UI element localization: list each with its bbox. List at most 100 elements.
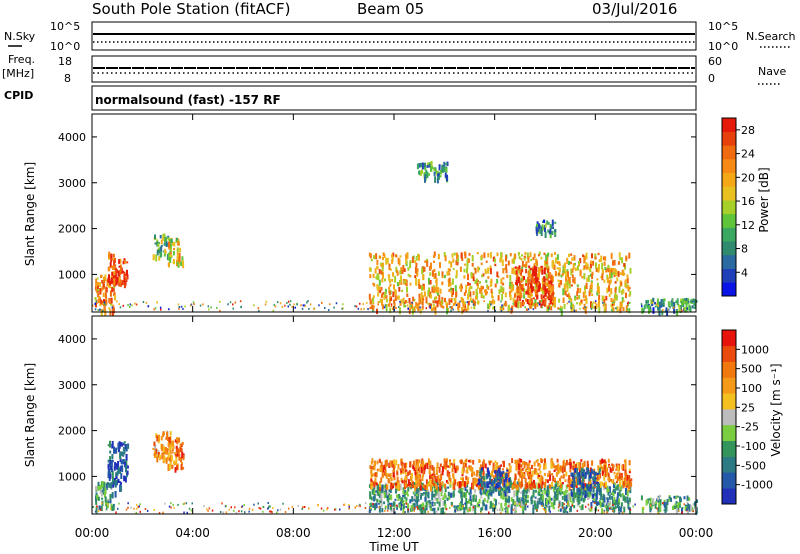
echo-cell [466, 301, 468, 304]
echo-cell [381, 278, 384, 283]
echo-cell [584, 474, 587, 479]
echo-cell [554, 494, 557, 499]
echo-cell [664, 506, 667, 514]
echo-cell [683, 300, 686, 304]
echo-cell [169, 443, 172, 449]
echo-cell [518, 471, 521, 476]
echo-cell [379, 290, 382, 294]
echo-cell [404, 301, 406, 304]
echo-cell [542, 295, 545, 299]
echo-cell [678, 502, 681, 505]
echo-cell [514, 482, 517, 488]
echo-cell [168, 505, 171, 508]
echo-cell [525, 261, 528, 268]
echo-cell [544, 260, 547, 266]
echo-cell [101, 502, 103, 505]
echo-cell [628, 497, 631, 503]
echo-cell [436, 300, 439, 308]
echo-cell [431, 166, 434, 170]
echo-cell [630, 478, 633, 482]
echo-cell [486, 491, 489, 497]
echo-cell [99, 508, 102, 511]
echo-cell [655, 500, 658, 505]
echo-cell [678, 501, 681, 508]
echo-cell [520, 484, 523, 487]
echo-cell [554, 270, 557, 277]
echo-cell [385, 505, 387, 508]
echo-cell [532, 297, 535, 300]
echo-cell [592, 497, 595, 501]
echo-cell [591, 253, 593, 259]
echo-cell [367, 510, 370, 513]
echo-cell [446, 497, 449, 501]
echo-cell [521, 288, 524, 292]
echo-cell [571, 481, 574, 488]
echo-cell [551, 260, 554, 268]
echo-cell [172, 440, 175, 447]
echo-cell [450, 290, 453, 294]
echo-cell [99, 484, 101, 490]
echo-cell [550, 306, 553, 311]
echo-cell [641, 305, 643, 308]
echo-cell [452, 490, 455, 498]
echo-cell [488, 489, 491, 496]
echo-cell [535, 290, 538, 294]
echo-cell [452, 308, 454, 311]
echo-cell [179, 247, 182, 253]
echo-cell [687, 503, 689, 506]
echo-cell [433, 485, 436, 492]
echo-cell [402, 487, 405, 490]
echo-cell [490, 303, 492, 306]
echo-cell [424, 260, 427, 263]
echo-cell [400, 275, 402, 283]
echo-cell [268, 505, 270, 508]
echo-cell [391, 259, 394, 264]
colorbar-frame [721, 329, 737, 505]
echo-cell [452, 268, 455, 271]
echo-cell [406, 286, 408, 293]
echo-cell [291, 305, 293, 308]
echo-cell [587, 503, 590, 506]
echo-cell [505, 477, 508, 481]
echo-cell [479, 287, 482, 294]
echo-cell [506, 478, 509, 483]
echo-cell [406, 304, 409, 307]
echo-cell [399, 498, 402, 501]
echo-cell [553, 469, 556, 472]
echo-cell [628, 474, 631, 480]
echo-cell [472, 459, 475, 465]
echo-cell [529, 295, 531, 299]
echo-cell [555, 257, 557, 264]
echo-cell [446, 470, 449, 476]
echo-cell [461, 258, 464, 261]
echo-cell [565, 459, 568, 466]
echo-cell [545, 273, 548, 279]
echo-cell [562, 508, 564, 511]
echo-cell [405, 499, 408, 505]
date-title: 03/Jul/2016 [592, 0, 677, 18]
x-tick-label: 08:00 [276, 526, 311, 540]
echo-cell [525, 291, 528, 295]
echo-cell [598, 294, 601, 301]
echo-cell [687, 300, 690, 303]
echo-cell [454, 297, 457, 303]
echo-cell [378, 269, 381, 274]
echo-cell [490, 481, 493, 486]
echo-cell [159, 306, 162, 309]
echo-cell [449, 477, 452, 482]
echo-cell [588, 475, 591, 482]
echo-cell [655, 303, 658, 306]
echo-cell [382, 262, 384, 269]
echo-cell [606, 274, 609, 280]
echo-cell [103, 301, 106, 304]
echo-cell [495, 488, 498, 492]
echo-cell [468, 509, 470, 511]
echo-cell [488, 304, 491, 309]
echo-cell [489, 505, 492, 509]
echo-cell [129, 303, 132, 306]
echo-cell [479, 470, 482, 478]
echo-cell [598, 471, 601, 475]
echo-cell [524, 252, 527, 255]
echo-cell [586, 266, 589, 270]
